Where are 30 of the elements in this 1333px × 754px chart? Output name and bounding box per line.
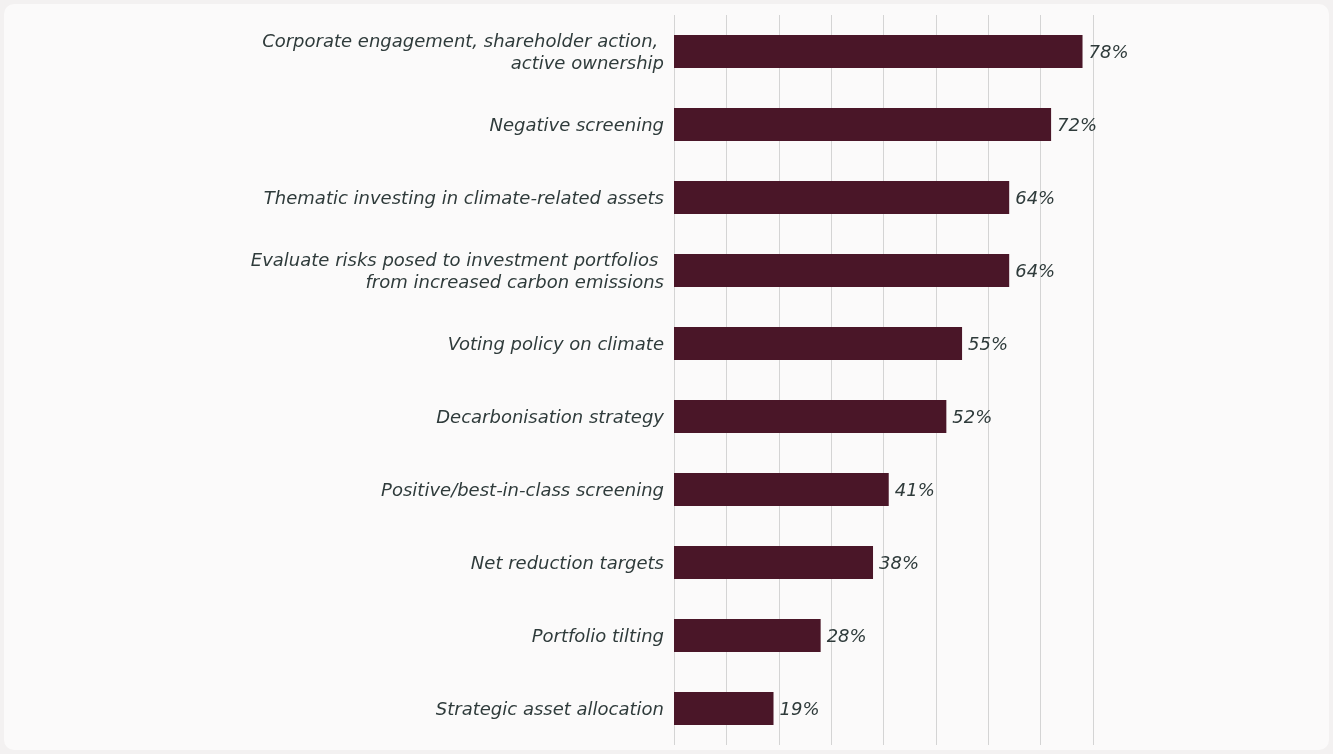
data-label: 38% [879, 552, 920, 573]
data-label: 55% [968, 333, 1009, 354]
bar [674, 473, 889, 506]
data-label: 72% [1057, 114, 1098, 135]
y-tick-label: Strategic asset allocation [435, 698, 664, 719]
y-tick-label: Negative screening [489, 114, 664, 135]
bar [674, 400, 947, 433]
y-tick-label: Evaluate risks posed to investment portfolios from increased carbon emissions [250, 249, 664, 292]
y-tick-label: Portfolio tilting [531, 625, 664, 646]
data-label: 52% [952, 406, 993, 427]
bar [674, 35, 1083, 68]
data-label: 78% [1088, 41, 1129, 62]
bar [674, 546, 874, 579]
data-label: 41% [894, 479, 935, 500]
data-label: 64% [1015, 187, 1056, 208]
bar [674, 327, 963, 360]
data-label: 64% [1015, 260, 1056, 281]
y-tick-label: Thematic investing in climate-related assets [263, 187, 664, 208]
bar [674, 108, 1052, 141]
data-label: 28% [826, 625, 867, 646]
bar [674, 181, 1010, 214]
y-tick-label: Decarbonisation strategy [436, 406, 665, 427]
bar [674, 692, 774, 725]
bar [674, 254, 1010, 287]
y-tick-label: Voting policy on climate [447, 333, 664, 354]
bar [674, 619, 821, 652]
y-tick-label: Net reduction targets [470, 552, 664, 573]
y-tick-label: Corporate engagement, shareholder action, active ownership [262, 30, 664, 73]
data-label: 19% [779, 698, 820, 719]
y-tick-label: Positive/best-in-class screening [381, 479, 664, 500]
